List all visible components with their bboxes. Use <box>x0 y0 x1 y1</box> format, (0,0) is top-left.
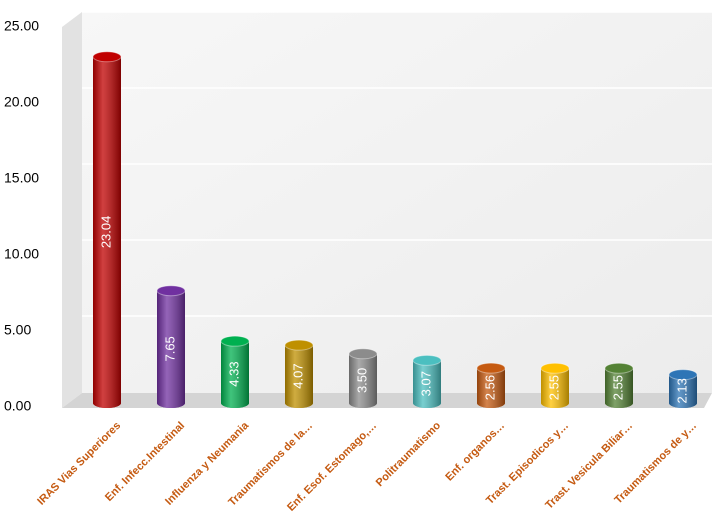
value-label: 4.07 <box>290 363 305 388</box>
value-label: 2.55 <box>610 375 625 400</box>
bar-top <box>540 362 570 374</box>
bar-top <box>156 285 186 297</box>
y-tick-label: 5.00 <box>4 322 31 338</box>
bar-shade <box>349 353 377 408</box>
bar-top <box>604 362 634 374</box>
bars: 23.04 7.65 4.33 4.07 3.50 3.07 2.56 2.55 2.55 2.1… <box>92 51 698 409</box>
value-label: 7.65 <box>162 336 177 361</box>
value-label: 2.55 <box>546 375 561 400</box>
x-tick-label: Politraumatismo <box>374 419 444 489</box>
bar-top <box>92 51 122 63</box>
grid <box>82 11 712 317</box>
value-label: 2.56 <box>482 375 497 400</box>
bar-shade <box>605 368 633 408</box>
y-tick-label: 25.00 <box>4 18 39 34</box>
bar-shade <box>285 345 313 408</box>
bar-top <box>284 339 314 351</box>
value-label: 3.50 <box>354 368 369 393</box>
bar-shade <box>157 290 185 408</box>
y-tick-label: 0.00 <box>4 398 31 414</box>
bar-top <box>476 362 506 374</box>
bar-top <box>668 369 698 381</box>
bar-shade <box>541 368 569 408</box>
bar-shade <box>669 374 697 408</box>
value-label: 2.13 <box>674 378 689 403</box>
x-tick-label: Enf. organos… <box>443 420 507 484</box>
y-tick-label: 10.00 <box>4 246 39 262</box>
y-tick-label: 20.00 <box>4 94 39 110</box>
back-wall <box>82 12 712 393</box>
bar-shade <box>221 341 249 408</box>
bar-shade <box>413 360 441 408</box>
value-label: 23.04 <box>98 216 113 249</box>
bar-shade <box>93 56 121 409</box>
value-label: 3.07 <box>418 371 433 396</box>
bar-top <box>348 348 378 360</box>
side-wall <box>62 12 82 408</box>
bar-top <box>412 354 442 366</box>
bar-top <box>220 335 250 347</box>
value-label: 4.33 <box>226 361 241 386</box>
bar-shade <box>477 368 505 408</box>
y-tick-label: 15.00 <box>4 170 39 186</box>
